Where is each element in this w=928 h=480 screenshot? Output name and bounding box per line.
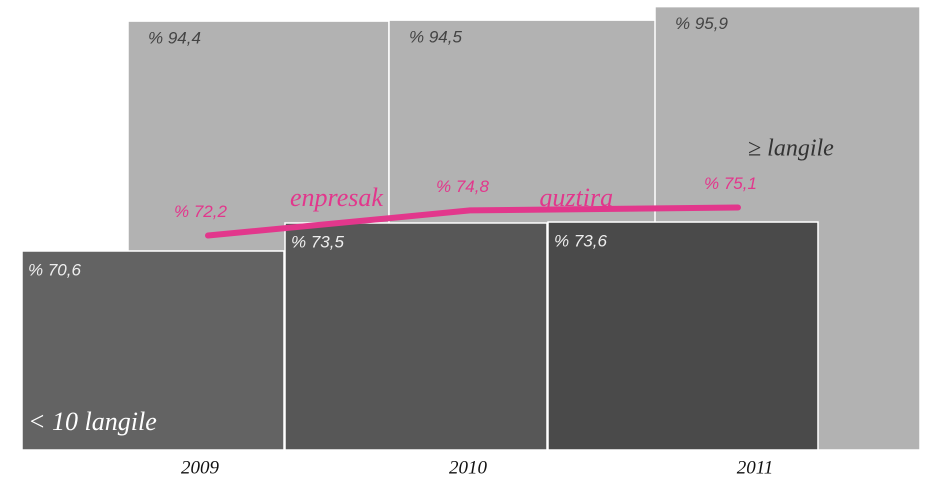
value-label: % 75,1 [704,174,757,193]
chart: % 94,4 % 94,5 % 95,9 ≥ langile % 70,6 % 73,5%… [0,0,928,480]
x-tick-label: 2011 [737,457,774,478]
x-tick-label: 2010 [449,457,488,478]
x-tick-label: 2009 [181,457,220,478]
legend-label: enpresak guztira [290,183,613,212]
value-label: % 95,9 [675,14,728,33]
value-label: % 70,6 [28,260,81,279]
legend-label: ≥ langile [748,136,834,162]
value-label: % 72,2 [174,202,227,221]
bar [285,223,547,450]
bar [548,222,818,450]
legend-label: < 10 langile [28,407,157,436]
value-label: % 94,5 [409,28,462,47]
value-label: % 73,6 [554,232,607,251]
value-label: % 73,5 [291,232,344,251]
value-label: % 94,4 [148,29,201,48]
